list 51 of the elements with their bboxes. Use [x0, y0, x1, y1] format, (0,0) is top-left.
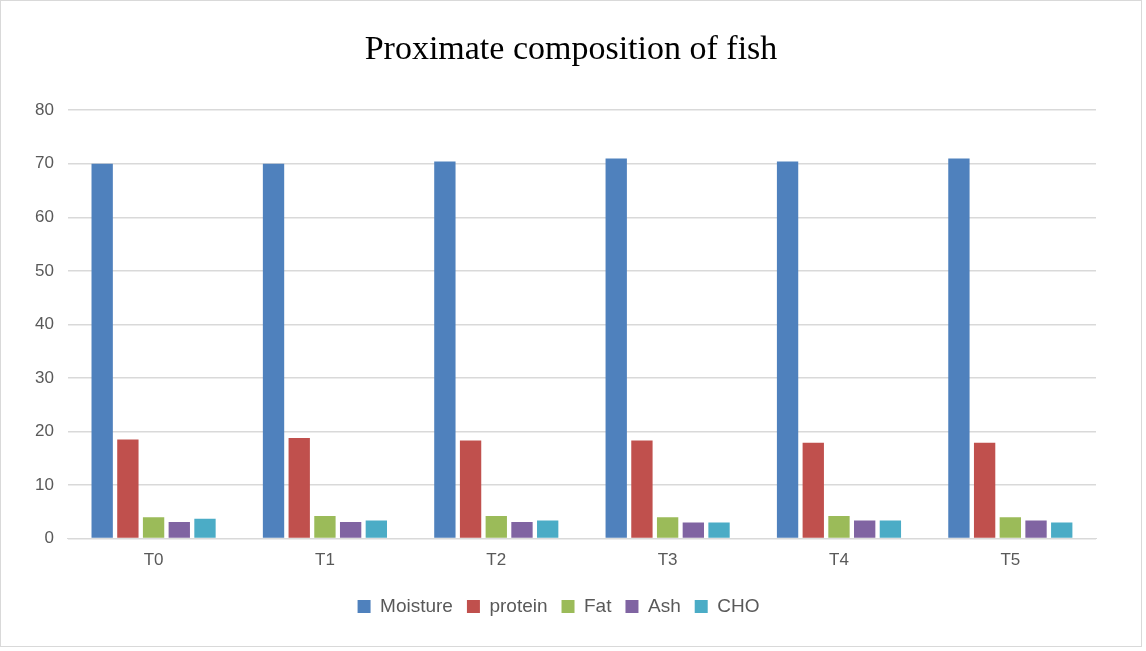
y-tick-label: 0: [44, 528, 54, 548]
chart-title: Proximate composition of fish: [363, 29, 779, 67]
y-tick-label: 20: [34, 421, 54, 441]
x-tick-label: T3: [657, 550, 678, 570]
y-tick-label: 50: [34, 260, 54, 280]
bar: [973, 442, 996, 538]
bar: [1025, 520, 1047, 538]
bar: [854, 520, 876, 538]
bar: [631, 440, 653, 538]
bar: [91, 163, 113, 538]
x-tick-label: T0: [143, 550, 164, 570]
legend-label: Ash: [647, 594, 681, 616]
bar: [708, 522, 730, 538]
bar: [194, 518, 216, 538]
bar: [656, 517, 679, 538]
bar: [485, 516, 507, 538]
bar: [288, 437, 310, 538]
bar: [168, 522, 190, 538]
bar: [682, 522, 704, 538]
x-tick-label: T5: [1000, 550, 1021, 570]
x-tick-label: T2: [486, 550, 507, 570]
y-tick-label: 40: [34, 314, 54, 334]
bar: [142, 517, 165, 538]
bar: [1051, 522, 1073, 538]
bar: [511, 522, 533, 538]
bar: [537, 520, 559, 538]
legend-label: Fat: [584, 594, 613, 616]
x-tick-label: T1: [315, 550, 335, 570]
bar: [776, 161, 799, 538]
bar: [434, 161, 456, 538]
bar: [828, 516, 850, 538]
legend-label: CHO: [717, 594, 760, 616]
bar: [802, 442, 824, 538]
bar: [117, 439, 139, 538]
bar: [365, 520, 387, 538]
bar: [948, 158, 970, 538]
bar: [459, 440, 482, 538]
bar: [339, 522, 362, 538]
y-tick-label: 10: [34, 474, 54, 494]
legend-label: Moisture: [380, 594, 453, 616]
legend-label: protein: [489, 594, 548, 616]
bar: [879, 520, 902, 538]
y-tick-label: 80: [34, 99, 54, 119]
bar: [605, 158, 627, 538]
bar: [999, 517, 1021, 538]
y-tick-label: 60: [34, 206, 54, 226]
y-tick-label: 30: [34, 367, 54, 387]
y-tick-label: 70: [34, 153, 54, 173]
bar: [314, 516, 336, 538]
x-tick-label: T4: [829, 550, 849, 570]
bar: [262, 163, 285, 538]
